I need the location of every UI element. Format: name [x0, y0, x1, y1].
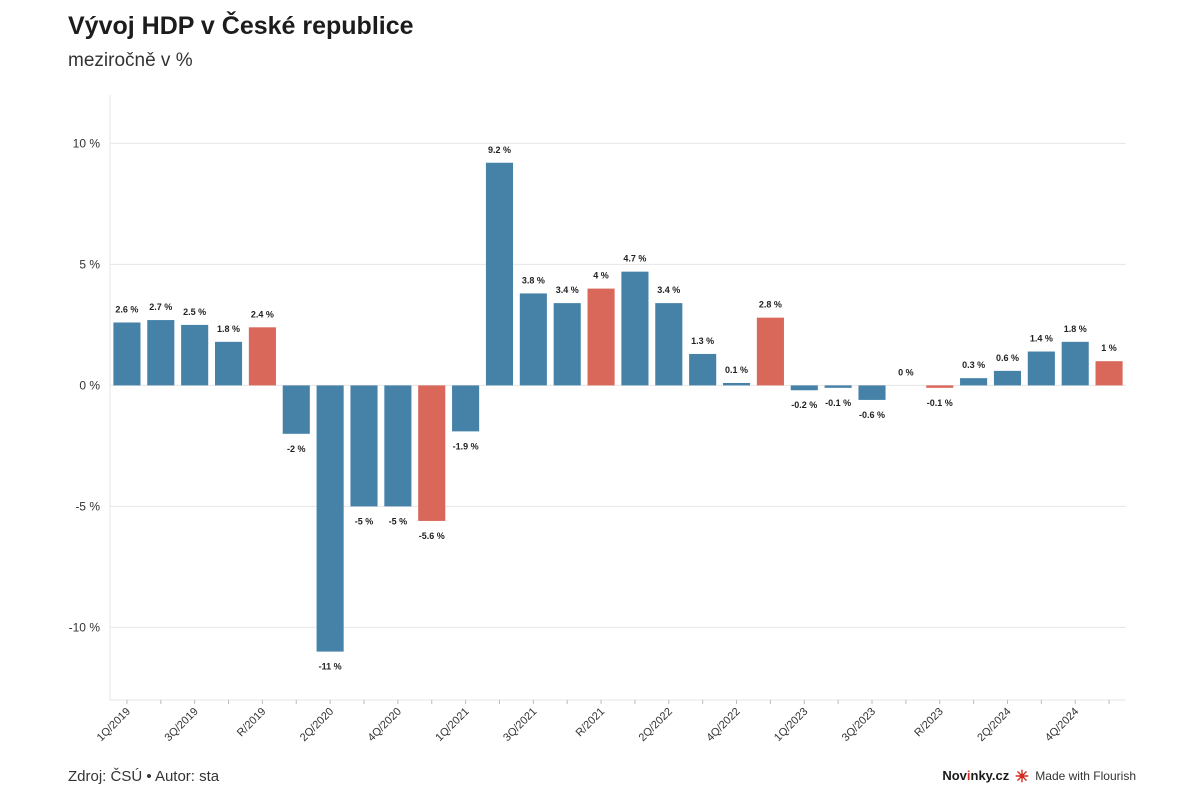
bar-layer [113, 162, 1123, 652]
bar [1095, 361, 1123, 386]
x-tick-label: R/2023 [912, 706, 946, 740]
x-tick-label: R/2021 [574, 706, 608, 740]
x-tick-label: 2Q/2024 [975, 706, 1013, 744]
value-label: 2.7 % [149, 302, 172, 312]
bar [113, 322, 141, 386]
value-label: -0.2 % [791, 400, 817, 410]
source-note: Zdroj: ČSÚ • Autor: sta [68, 768, 220, 785]
value-label: 0.3 % [962, 360, 985, 370]
x-tick-layer: 1Q/2019 3Q/2019 R/2019 2Q/2020 4Q/2020 1Q/202… [95, 700, 1110, 744]
value-label: 1.8 % [1064, 324, 1087, 334]
bar [790, 385, 818, 391]
value-label: 4 % [593, 271, 609, 281]
y-tick-label: 5 % [79, 257, 100, 271]
bar [384, 385, 412, 507]
value-label: -5.6 % [419, 531, 445, 541]
value-label: 0.6 % [996, 353, 1019, 363]
bar [689, 353, 717, 386]
value-label: -0.6 % [859, 410, 885, 420]
value-label: -0.1 % [927, 398, 953, 408]
x-tick-label: 3Q/2019 [162, 706, 200, 744]
bar [418, 385, 446, 521]
bar [282, 385, 310, 434]
value-label: 3.4 % [657, 285, 680, 295]
value-label: 0 % [898, 367, 914, 377]
bar [858, 385, 886, 400]
bar [655, 303, 683, 386]
x-tick-label: R/2019 [235, 706, 269, 740]
bar [519, 293, 547, 386]
bar [147, 320, 175, 386]
value-label: 2.8 % [759, 300, 782, 310]
value-label: 1.3 % [691, 336, 714, 346]
bar [181, 324, 209, 386]
x-tick-label: 3Q/2023 [840, 706, 878, 744]
x-tick-label: 1Q/2023 [772, 706, 810, 744]
bar [452, 385, 480, 432]
value-label: 9.2 % [488, 145, 511, 155]
y-tick-label: 0 % [79, 378, 100, 392]
bar [248, 327, 276, 386]
bar [960, 378, 988, 386]
flourish-icon [1015, 769, 1029, 782]
x-tick-label: 4Q/2024 [1043, 706, 1081, 744]
x-tick-label: 1Q/2019 [95, 706, 133, 744]
value-label: 2.6 % [115, 304, 138, 314]
bar [1061, 341, 1089, 386]
value-label: 0.1 % [725, 365, 748, 375]
bar [1027, 351, 1055, 386]
value-label: 4.7 % [623, 254, 646, 264]
value-label: -1.9 % [453, 441, 479, 451]
bar [587, 288, 615, 386]
value-label: -5 % [389, 516, 408, 526]
y-tick-label: 10 % [73, 136, 101, 150]
value-label: 1.4 % [1030, 334, 1053, 344]
value-label: -0.1 % [825, 398, 851, 408]
bar [756, 317, 784, 386]
bar [553, 303, 581, 386]
bar [824, 385, 852, 388]
bar [993, 370, 1022, 386]
chart-subtitle: meziročně v % [68, 50, 193, 71]
bar [214, 341, 243, 386]
value-label: 3.8 % [522, 275, 545, 285]
bar [926, 385, 954, 388]
bar [316, 385, 344, 652]
value-label: 3.4 % [556, 285, 579, 295]
bar [485, 162, 514, 386]
chart-title: Vývoj HDP v České republice [68, 12, 414, 40]
value-label: -11 % [319, 662, 342, 672]
x-tick-label: 1Q/2021 [433, 706, 471, 744]
y-tick-label: -10 % [69, 620, 101, 634]
value-label: 2.4 % [251, 309, 274, 319]
x-tick-label: 4Q/2020 [366, 706, 404, 744]
bar [350, 385, 378, 507]
y-tick-label: -5 % [75, 499, 100, 513]
x-tick-label: 4Q/2022 [704, 706, 742, 744]
value-label: 1 % [1101, 343, 1117, 353]
bar [621, 271, 649, 386]
flourish-credit[interactable]: Made with Flourish [1035, 768, 1136, 783]
brand-logo[interactable]: Novinky.cz [942, 768, 1010, 783]
footer-credits: Novinky.cz Made with Flourish [942, 768, 1136, 783]
value-label-layer: 2.6 % 2.7 % 2.5 % 1.8 % 2.4 % -2 % -11 % -5 % -5… [115, 145, 1116, 672]
value-label: -2 % [287, 444, 306, 454]
bar [722, 382, 751, 386]
value-label: -5 % [355, 516, 374, 526]
x-tick-label: 2Q/2020 [298, 706, 336, 744]
x-tick-label: 2Q/2022 [637, 706, 675, 744]
value-label: 1.8 % [217, 324, 240, 334]
x-tick-label: 3Q/2021 [501, 706, 539, 744]
value-label: 2.5 % [183, 307, 206, 317]
grid-layer: 10 % 5 % 0 % -5 % -10 % [69, 95, 1126, 701]
